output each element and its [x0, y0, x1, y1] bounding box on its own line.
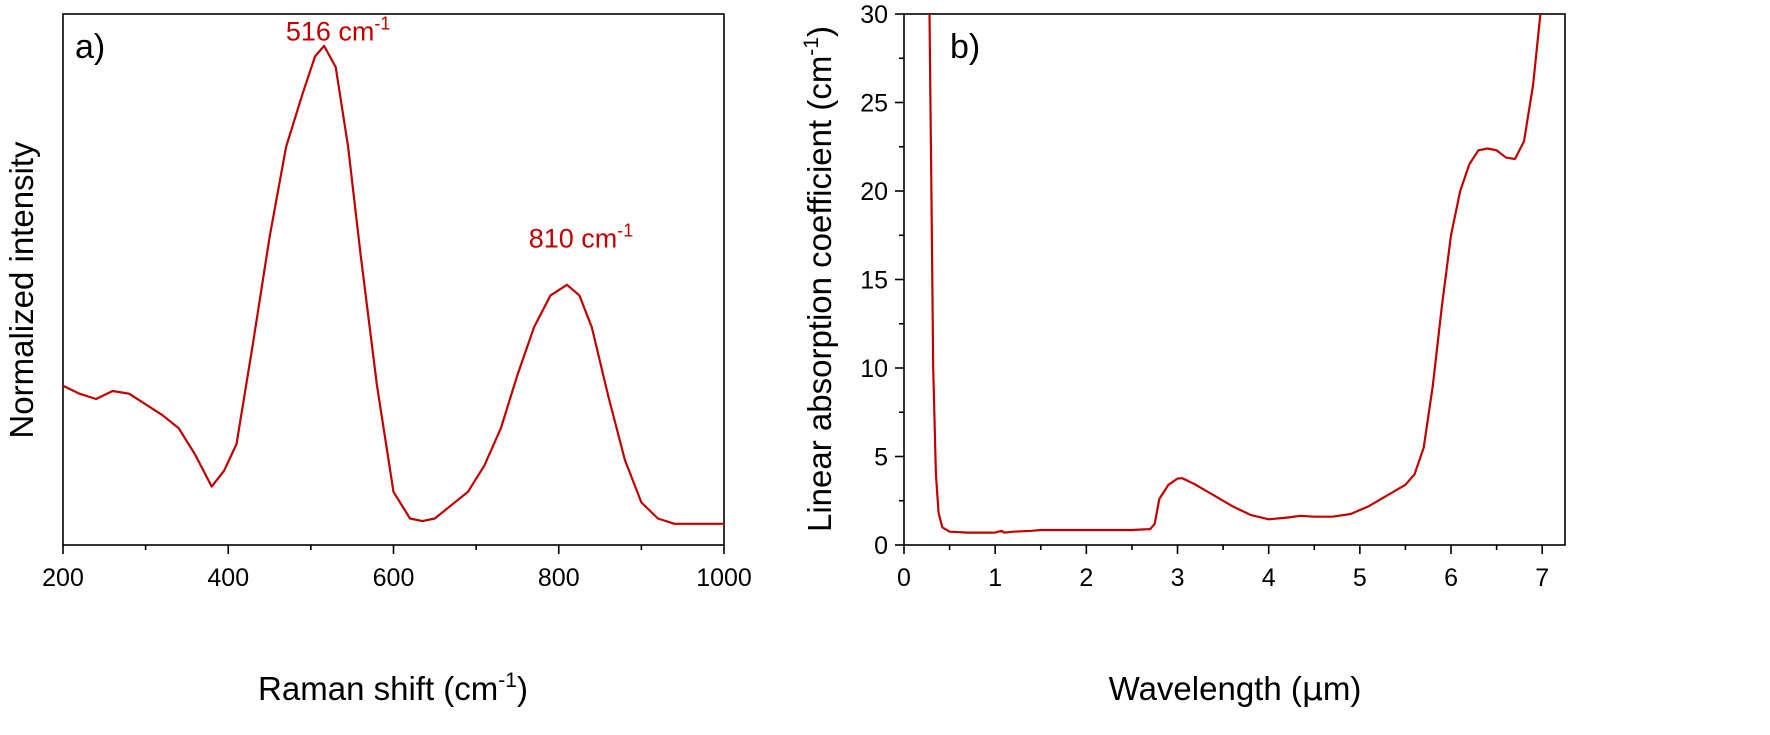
peak-annotation-516-text: 516 cm	[286, 16, 375, 46]
panel-a-xlabel-sup: -1	[498, 669, 517, 692]
y-tick-label-5: 5	[874, 444, 888, 472]
x-tick-label-0: 0	[897, 564, 911, 592]
x-tick-label-4: 4	[1262, 564, 1276, 592]
x-tick-label-400: 400	[207, 564, 249, 592]
peak-annotation-810-sup: -1	[617, 221, 633, 241]
panel-b-ticks	[895, 13, 1544, 554]
peak-annotation-516: 516 cm-1	[286, 13, 391, 46]
y-tick-label-10: 10	[860, 355, 888, 383]
panel-a-x-ticks	[62, 545, 725, 554]
panel-b-frame	[903, 13, 1566, 546]
x-tick-label-600: 600	[373, 564, 415, 592]
x-tick-label-3: 3	[1171, 564, 1185, 592]
peak-annotation-516-sup: -1	[374, 13, 390, 33]
panel-b-ylabel-end: )	[801, 26, 838, 37]
panel-a-x-tick-labels: 200 400 600 800 1000	[42, 564, 752, 592]
panel-a-label: a)	[75, 28, 105, 66]
panel-a-xlabel-end: )	[517, 670, 528, 707]
panel-a-series-line	[62, 44, 724, 525]
panel-b-x-tick-labels: 0 1 2 3 4 5 6 7	[897, 564, 1549, 592]
x-tick-label-1: 1	[988, 564, 1002, 592]
y-tick-label-0: 0	[874, 532, 888, 560]
panel-b-x-axis-title: Wavelength (μm)	[1109, 669, 1362, 708]
panel-b-ylabel-sup: -1	[800, 37, 823, 56]
panel-a-xlabel-text: Raman shift (cm	[258, 670, 498, 707]
panel-b-xlabel-text: Wavelength (	[1109, 670, 1302, 707]
x-tick-label-7: 7	[1535, 564, 1549, 592]
y-tick-label-15: 15	[860, 267, 888, 295]
x-tick-label-200: 200	[42, 564, 84, 592]
y-tick-label-20: 20	[860, 178, 888, 206]
peak-annotation-810: 810 cm-1	[529, 221, 634, 254]
x-tick-label-1000: 1000	[696, 564, 752, 592]
panel-a-frame	[62, 13, 725, 546]
panel-a: 200 400 600 800 1000 a) 516 cm-1 810 cm-1 Ra…	[3, 13, 752, 707]
panel-b-ylabel-text: Linear absorption coefficient (cm	[801, 56, 838, 532]
x-tick-label-2: 2	[1079, 564, 1093, 592]
x-tick-label-800: 800	[538, 564, 580, 592]
y-tick-label-30: 30	[860, 1, 888, 29]
panel-b-y-tick-labels: 0 5 10 15 20 25 30	[860, 1, 888, 560]
x-tick-label-5: 5	[1353, 564, 1367, 592]
y-tick-label-25: 25	[860, 90, 888, 118]
peak-annotation-810-text: 810 cm	[529, 224, 618, 254]
panel-b-xlabel-mu: μ	[1302, 669, 1323, 708]
panel-a-x-axis-title: Raman shift (cm-1)	[258, 669, 528, 707]
panel-b-series-line	[928, 13, 1542, 534]
x-tick-label-6: 6	[1444, 564, 1458, 592]
panel-b-label: b)	[950, 28, 980, 66]
panel-b-y-axis-title: Linear absorption coefficient (cm-1)	[800, 26, 838, 532]
panel-a-y-axis-title: Normalized intensity	[3, 141, 40, 439]
panel-b: 0 1 2 3 4 5 6 7 0 5 10 15 20 25 30 b) Wavelength (μm)…	[800, 1, 1566, 708]
panel-b-xlabel-end: m)	[1323, 670, 1361, 707]
